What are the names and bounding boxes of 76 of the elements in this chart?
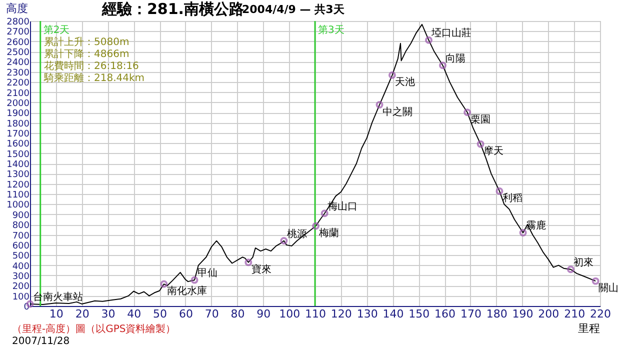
x-tick-label: 10 xyxy=(49,308,64,320)
annotation: 向陽 xyxy=(446,52,466,64)
y-tick-label: 200 xyxy=(12,282,30,292)
y-tick-label: 300 xyxy=(12,272,30,282)
annotation: 栗園 xyxy=(470,114,490,126)
y-axis-title: 高度 xyxy=(6,2,28,15)
annotation: 累計下降：4866m xyxy=(44,48,130,60)
chart-subtitle: 2004/4/9 — 共3天 xyxy=(242,3,346,16)
x-tick-label: 160 xyxy=(434,308,456,320)
y-tick-label: 1100 xyxy=(6,190,30,201)
x-tick-label: 130 xyxy=(356,308,378,320)
y-tick-label: 400 xyxy=(12,262,30,272)
annotation: 騎乘距離：218.44km xyxy=(43,72,145,84)
annotation: 關山 xyxy=(598,282,619,294)
ref-line-label: 第3天 xyxy=(318,24,344,36)
x-tick-label: 80 xyxy=(230,308,245,320)
x-tick-label: 140 xyxy=(382,308,404,320)
y-tick-label: 2300 xyxy=(6,68,30,78)
x-tick-label: 180 xyxy=(486,308,508,320)
annotation: 天池 xyxy=(395,76,416,88)
x-tick-label: 190 xyxy=(512,308,534,320)
y-tick-label: 1900 xyxy=(6,109,30,120)
y-tick-label: 600 xyxy=(12,241,30,252)
annotation: 花費時間：26:18:16 xyxy=(44,60,139,72)
annotation: 初來 xyxy=(574,256,594,268)
x-tick-label: 90 xyxy=(256,308,271,320)
y-tick-label: 800 xyxy=(12,221,30,232)
x-tick-label: 20 xyxy=(75,308,90,320)
annotation: 摩天 xyxy=(484,145,504,158)
y-tick-label: 1800 xyxy=(6,119,30,130)
x-tick-label: 150 xyxy=(408,308,430,320)
y-tick-label: 1500 xyxy=(6,150,30,160)
chart-title: 經驗：281.南橫公路 xyxy=(101,0,244,18)
annotation: 累計上升：5080m xyxy=(44,36,130,48)
y-tick-label: 2800 xyxy=(6,18,30,28)
y-tick-label: 2600 xyxy=(6,38,30,48)
x-tick-label: 60 xyxy=(178,308,193,320)
text: 2007/11/28 xyxy=(12,336,70,345)
y-tick-label: 2500 xyxy=(6,48,30,58)
annotation: 南化水庫 xyxy=(166,285,207,298)
annotation: 利稻 xyxy=(502,192,522,204)
y-tick-label: 1000 xyxy=(6,200,30,211)
y-tick-label: 0 xyxy=(24,302,30,312)
y-tick-label: 2000 xyxy=(6,98,30,109)
y-tick-label: 1300 xyxy=(6,170,30,180)
y-tick-label: 2200 xyxy=(6,78,30,89)
y-tick-label: 2400 xyxy=(6,58,30,68)
y-tick-label: 500 xyxy=(12,252,30,262)
annotation: 中之關 xyxy=(382,106,413,118)
x-tick-label: 210 xyxy=(564,308,586,320)
x-tick-label: 50 xyxy=(153,308,168,320)
x-tick-label: 170 xyxy=(460,308,482,320)
x-tick-label: 200 xyxy=(538,308,560,320)
text: （里程-高度）圖（以GPS資料繪製） xyxy=(12,323,176,335)
y-tick-label: 700 xyxy=(12,231,30,242)
x-tick-label: 120 xyxy=(330,308,352,320)
x-axis-title: 里程 xyxy=(578,322,600,335)
y-tick-label: 2100 xyxy=(6,88,30,99)
y-tick-label: 1200 xyxy=(6,180,30,190)
x-tick-label: 220 xyxy=(590,308,611,320)
annotation: 甲仙 xyxy=(198,268,218,280)
annotation: 梅蘭 xyxy=(318,226,339,239)
x-tick-label: 110 xyxy=(305,308,326,320)
y-tick-label: 1400 xyxy=(6,160,30,170)
y-tick-label: 100 xyxy=(12,292,30,302)
y-tick-label: 2700 xyxy=(6,28,30,38)
y-tick-label: 900 xyxy=(12,210,30,221)
x-tick-label: 70 xyxy=(204,308,219,320)
annotation: 埡口山莊 xyxy=(430,27,472,40)
x-tick-label: 100 xyxy=(279,308,300,320)
x-tick-label: 30 xyxy=(101,308,116,320)
x-tick-label: 40 xyxy=(127,308,142,320)
annotation: 寶來 xyxy=(251,263,272,276)
ref-line-label: 第2天 xyxy=(43,24,70,36)
y-tick-label: 1700 xyxy=(6,129,30,140)
y-tick-label: 1600 xyxy=(6,140,30,150)
